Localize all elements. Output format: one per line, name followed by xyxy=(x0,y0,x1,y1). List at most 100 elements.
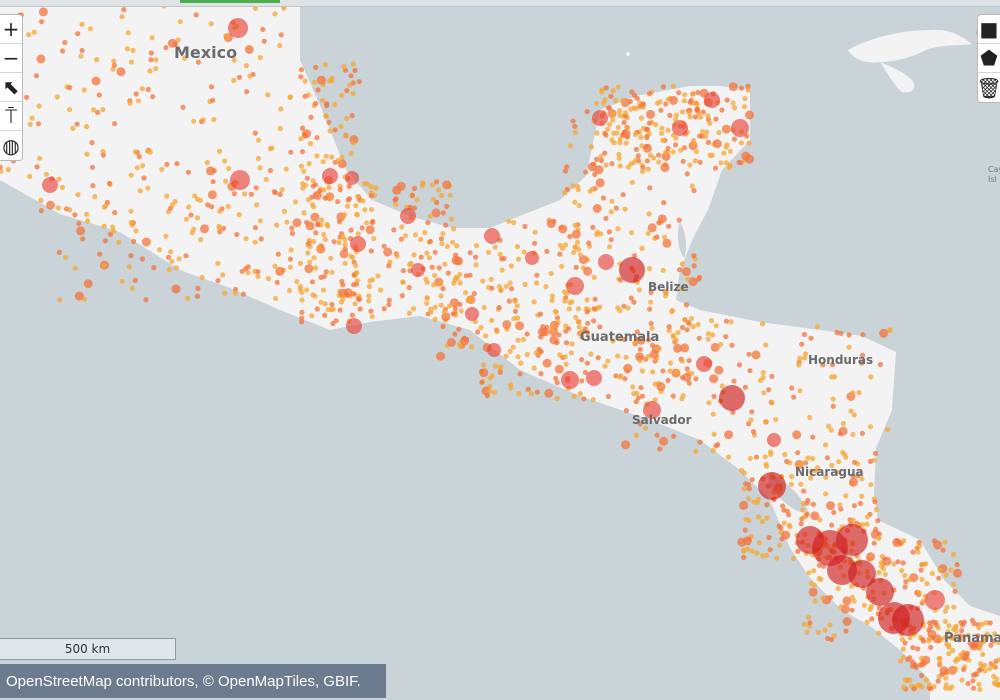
occurrence-point[interactable] xyxy=(984,631,990,637)
occurrence-point[interactable] xyxy=(169,202,175,208)
occurrence-point[interactable] xyxy=(75,31,81,37)
occurrence-point[interactable] xyxy=(84,124,90,130)
occurrence-point[interactable] xyxy=(220,272,226,278)
occurrence-point[interactable] xyxy=(591,274,597,280)
occurrence-point[interactable] xyxy=(315,220,321,227)
occurrence-point[interactable] xyxy=(967,640,973,646)
occurrence-point[interactable] xyxy=(5,167,11,173)
occurrence-point[interactable] xyxy=(608,237,614,243)
occurrence-point[interactable] xyxy=(127,100,133,106)
occurrence-point[interactable] xyxy=(185,169,191,175)
occurrence-point[interactable] xyxy=(950,647,956,654)
occurrence-point[interactable] xyxy=(920,661,927,667)
occurrence-point[interactable] xyxy=(659,125,665,131)
occurrence-point[interactable] xyxy=(882,556,892,566)
occurrence-point[interactable] xyxy=(757,377,764,383)
occurrence-point[interactable] xyxy=(756,540,763,546)
occurrence-point[interactable] xyxy=(207,190,217,200)
occurrence-point[interactable] xyxy=(524,331,530,337)
occurrence-point[interactable] xyxy=(454,256,463,266)
occurrence-cluster[interactable] xyxy=(346,318,362,334)
occurrence-point[interactable] xyxy=(353,263,359,269)
occurrence-cluster[interactable] xyxy=(228,18,248,38)
occurrence-point[interactable] xyxy=(741,548,747,554)
occurrence-point[interactable] xyxy=(355,231,361,237)
occurrence-point[interactable] xyxy=(556,332,562,338)
occurrence-point[interactable] xyxy=(538,334,544,340)
occurrence-point[interactable] xyxy=(825,423,832,429)
occurrence-point[interactable] xyxy=(434,179,440,185)
occurrence-point[interactable] xyxy=(145,148,151,154)
occurrence-point[interactable] xyxy=(274,279,280,285)
occurrence-point[interactable] xyxy=(859,430,866,436)
occurrence-point[interactable] xyxy=(768,451,774,457)
occurrence-point[interactable] xyxy=(223,178,229,184)
occurrence-point[interactable] xyxy=(554,395,560,401)
occurrence-point[interactable] xyxy=(210,97,216,103)
occurrence-point[interactable] xyxy=(287,287,293,294)
occurrence-point[interactable] xyxy=(608,209,614,215)
occurrence-point[interactable] xyxy=(670,149,676,155)
occurrence-point[interactable] xyxy=(78,53,84,59)
occurrence-point[interactable] xyxy=(422,229,428,236)
occurrence-point[interactable] xyxy=(243,266,249,272)
occurrence-point[interactable] xyxy=(609,198,615,204)
occurrence-point[interactable] xyxy=(514,244,521,250)
occurrence-point[interactable] xyxy=(652,358,658,364)
occurrence-point[interactable] xyxy=(301,210,307,216)
occurrence-cluster[interactable] xyxy=(561,371,579,389)
occurrence-point[interactable] xyxy=(309,202,316,208)
occurrence-point[interactable] xyxy=(208,84,215,90)
occurrence-point[interactable] xyxy=(216,223,222,229)
occurrence-point[interactable] xyxy=(338,288,348,298)
occurrence-point[interactable] xyxy=(572,222,578,228)
occurrence-point[interactable] xyxy=(786,522,793,529)
occurrence-point[interactable] xyxy=(110,228,116,234)
occurrence-point[interactable] xyxy=(643,126,650,132)
occurrence-point[interactable] xyxy=(450,298,459,308)
occurrence-point[interactable] xyxy=(665,377,671,384)
occurrence-point[interactable] xyxy=(670,332,676,338)
occurrence-point[interactable] xyxy=(222,158,228,164)
occurrence-point[interactable] xyxy=(636,335,646,345)
occurrence-point[interactable] xyxy=(197,197,204,203)
occurrence-point[interactable] xyxy=(610,88,616,94)
occurrence-point[interactable] xyxy=(710,411,716,417)
occurrence-point[interactable] xyxy=(425,220,431,226)
occurrence-point[interactable] xyxy=(573,264,579,270)
occurrence-point[interactable] xyxy=(932,538,938,544)
occurrence-point[interactable] xyxy=(723,318,730,324)
occurrence-point[interactable] xyxy=(665,145,671,151)
occurrence-point[interactable] xyxy=(429,182,435,188)
occurrence-point[interactable] xyxy=(46,200,55,210)
occurrence-point[interactable] xyxy=(582,369,589,375)
occurrence-point[interactable] xyxy=(479,368,485,374)
occurrence-point[interactable] xyxy=(838,330,844,336)
occurrence-point[interactable] xyxy=(851,503,858,509)
occurrence-point[interactable] xyxy=(183,216,190,222)
occurrence-point[interactable] xyxy=(611,112,617,118)
occurrence-point[interactable] xyxy=(699,129,706,135)
occurrence-point[interactable] xyxy=(311,255,317,261)
occurrence-point[interactable] xyxy=(902,677,908,683)
occurrence-point[interactable] xyxy=(292,199,299,205)
occurrence-point[interactable] xyxy=(444,243,450,250)
occurrence-point[interactable] xyxy=(660,84,667,90)
occurrence-point[interactable] xyxy=(741,486,747,492)
occurrence-point[interactable] xyxy=(907,577,913,583)
occurrence-point[interactable] xyxy=(34,164,40,170)
occurrence-point[interactable] xyxy=(958,620,964,626)
occurrence-point[interactable] xyxy=(312,79,318,85)
occurrence-point[interactable] xyxy=(857,500,864,507)
occurrence-point[interactable] xyxy=(686,358,692,364)
occurrence-point[interactable] xyxy=(168,249,174,255)
occurrence-point[interactable] xyxy=(763,461,769,467)
occurrence-point[interactable] xyxy=(364,220,370,226)
occurrence-point[interactable] xyxy=(728,319,734,325)
occurrence-point[interactable] xyxy=(87,26,94,32)
occurrence-point[interactable] xyxy=(174,161,180,167)
occurrence-point[interactable] xyxy=(808,587,818,597)
occurrence-point[interactable] xyxy=(79,47,85,54)
occurrence-point[interactable] xyxy=(357,306,363,312)
occurrence-point[interactable] xyxy=(62,39,68,46)
